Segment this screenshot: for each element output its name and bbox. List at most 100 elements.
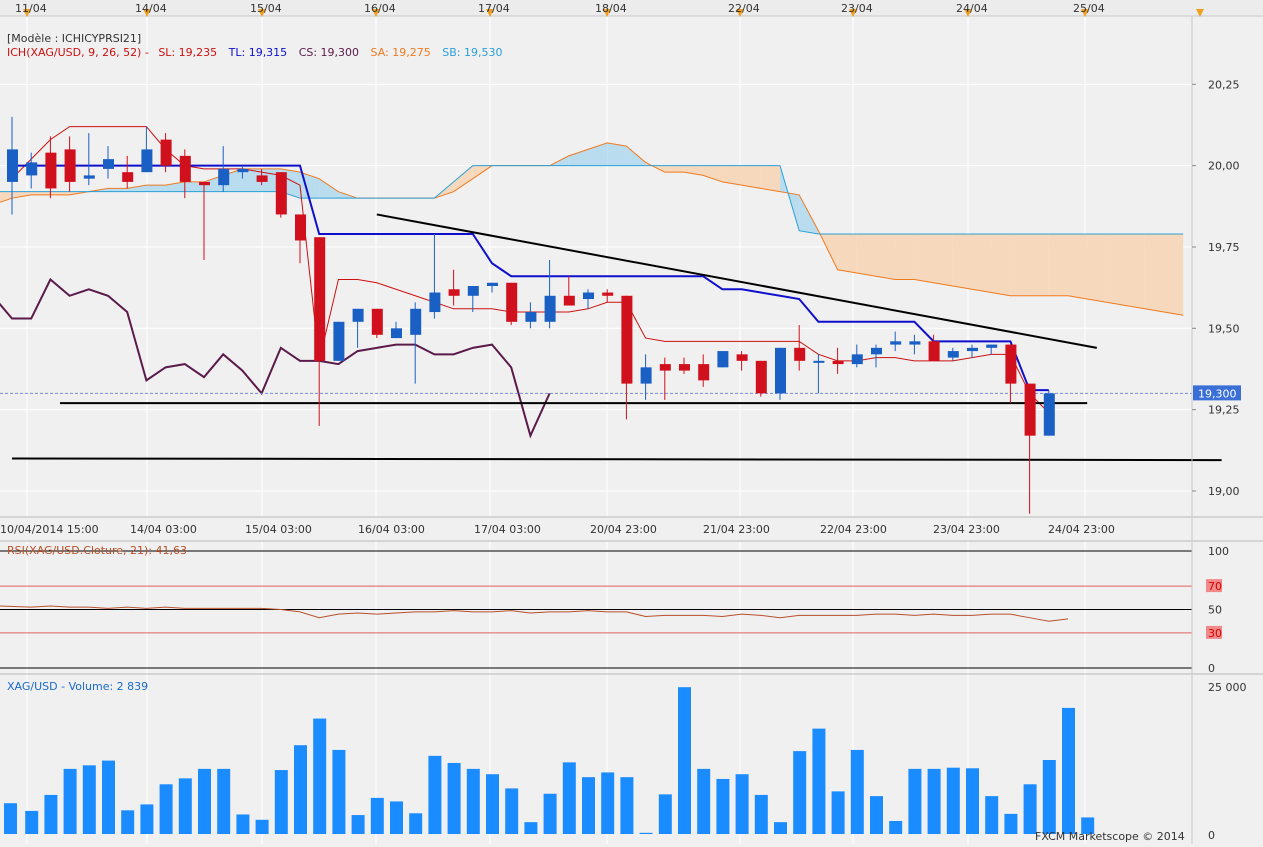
candle[interactable] (1005, 344, 1017, 404)
candle[interactable] (295, 214, 306, 264)
candle[interactable] (640, 354, 652, 400)
volume-bar[interactable] (735, 774, 749, 834)
candle[interactable] (64, 136, 76, 192)
volume-bar[interactable] (217, 768, 231, 834)
volume-bar[interactable] (255, 819, 269, 834)
volume-bar[interactable] (620, 777, 634, 834)
volume-bar[interactable] (793, 751, 807, 834)
candle[interactable] (871, 344, 882, 368)
volume-bar[interactable] (870, 796, 883, 834)
volume-bar[interactable] (754, 794, 768, 834)
candle[interactable] (602, 289, 614, 303)
candlesticks[interactable] (7, 116, 1055, 514)
candle[interactable] (26, 152, 38, 189)
volume-bar[interactable] (697, 768, 711, 834)
candle[interactable] (352, 308, 364, 348)
candle[interactable] (333, 321, 345, 361)
candle[interactable] (371, 308, 383, 339)
volume-bar[interactable] (447, 762, 461, 834)
volume-bar[interactable] (658, 794, 672, 834)
volume-bar[interactable] (390, 801, 403, 834)
candle[interactable] (909, 334, 921, 355)
volume-bar[interactable] (966, 768, 979, 834)
candle[interactable] (122, 155, 134, 189)
candle[interactable] (755, 360, 767, 397)
rsi-line[interactable] (0, 605, 1069, 622)
candle[interactable] (832, 347, 844, 374)
volume-bar[interactable] (601, 772, 615, 834)
trendlines[interactable] (0, 213, 1222, 462)
candle[interactable] (563, 276, 575, 306)
volume-bar[interactable] (274, 770, 288, 834)
volume-bar[interactable] (178, 778, 192, 834)
candle[interactable] (7, 116, 18, 215)
volume-bar[interactable] (812, 728, 826, 834)
candle[interactable] (467, 286, 479, 313)
volume-panel[interactable] (4, 687, 1095, 834)
candle[interactable] (698, 354, 710, 387)
candle[interactable] (583, 289, 594, 309)
volume-bar[interactable] (466, 768, 480, 834)
volume-bar[interactable] (524, 822, 538, 834)
candle[interactable] (659, 357, 671, 400)
volume-bar[interactable] (908, 768, 922, 834)
volume-bar[interactable] (486, 774, 499, 834)
candle[interactable] (391, 321, 402, 339)
candle[interactable] (141, 126, 153, 173)
volume-bar[interactable] (294, 745, 307, 834)
candle[interactable] (199, 181, 210, 260)
volume-bar[interactable] (850, 749, 864, 834)
candle[interactable] (775, 347, 786, 400)
volume-bar[interactable] (505, 788, 519, 834)
volume-bar[interactable] (1062, 707, 1075, 834)
candle[interactable] (621, 295, 633, 420)
candle[interactable] (736, 351, 748, 371)
candle[interactable] (256, 168, 268, 186)
candle[interactable] (717, 351, 729, 368)
trendline-lower-support[interactable] (11, 457, 1222, 462)
volume-bar[interactable] (774, 822, 787, 834)
candle[interactable] (410, 302, 422, 384)
volume-bar[interactable] (678, 687, 691, 834)
candle[interactable] (45, 136, 57, 199)
candle[interactable] (487, 282, 498, 293)
candle[interactable] (314, 237, 326, 426)
volume-bar[interactable] (409, 813, 423, 834)
candle[interactable] (525, 302, 537, 329)
volume-bar[interactable] (102, 760, 115, 834)
candle[interactable] (813, 354, 825, 394)
volume-bar[interactable] (236, 814, 250, 834)
volume-bar[interactable] (82, 765, 96, 834)
volume-bar[interactable] (25, 810, 39, 834)
candle[interactable] (103, 146, 114, 179)
candle[interactable] (947, 347, 959, 361)
volume-bar[interactable] (198, 768, 211, 834)
volume-bar[interactable] (543, 793, 557, 834)
candle[interactable] (967, 344, 978, 358)
candle[interactable] (1024, 383, 1036, 514)
volume-bar[interactable] (1023, 784, 1037, 834)
candle[interactable] (429, 233, 441, 319)
candle[interactable] (218, 146, 230, 192)
volume-bar[interactable] (946, 767, 960, 834)
volume-bar[interactable] (44, 794, 58, 834)
volume-bar[interactable] (639, 832, 653, 834)
volume-bar[interactable] (927, 768, 941, 834)
candle[interactable] (986, 344, 998, 355)
candle[interactable] (179, 149, 191, 199)
volume-bar[interactable] (63, 768, 77, 834)
volume-bar[interactable] (889, 820, 903, 834)
candle[interactable] (679, 357, 690, 374)
volume-bar[interactable] (370, 797, 384, 834)
candle[interactable] (544, 259, 556, 329)
volume-bar[interactable] (428, 755, 442, 834)
volume-bar[interactable] (332, 749, 346, 834)
volume-bar[interactable] (1081, 817, 1095, 834)
volume-bar[interactable] (4, 803, 17, 834)
volume-bar[interactable] (140, 804, 154, 834)
volume-bar[interactable] (716, 778, 730, 834)
candle[interactable] (506, 282, 518, 326)
candle[interactable] (448, 269, 460, 306)
volume-bar[interactable] (831, 791, 845, 834)
trendline-resistance[interactable] (376, 213, 1097, 349)
